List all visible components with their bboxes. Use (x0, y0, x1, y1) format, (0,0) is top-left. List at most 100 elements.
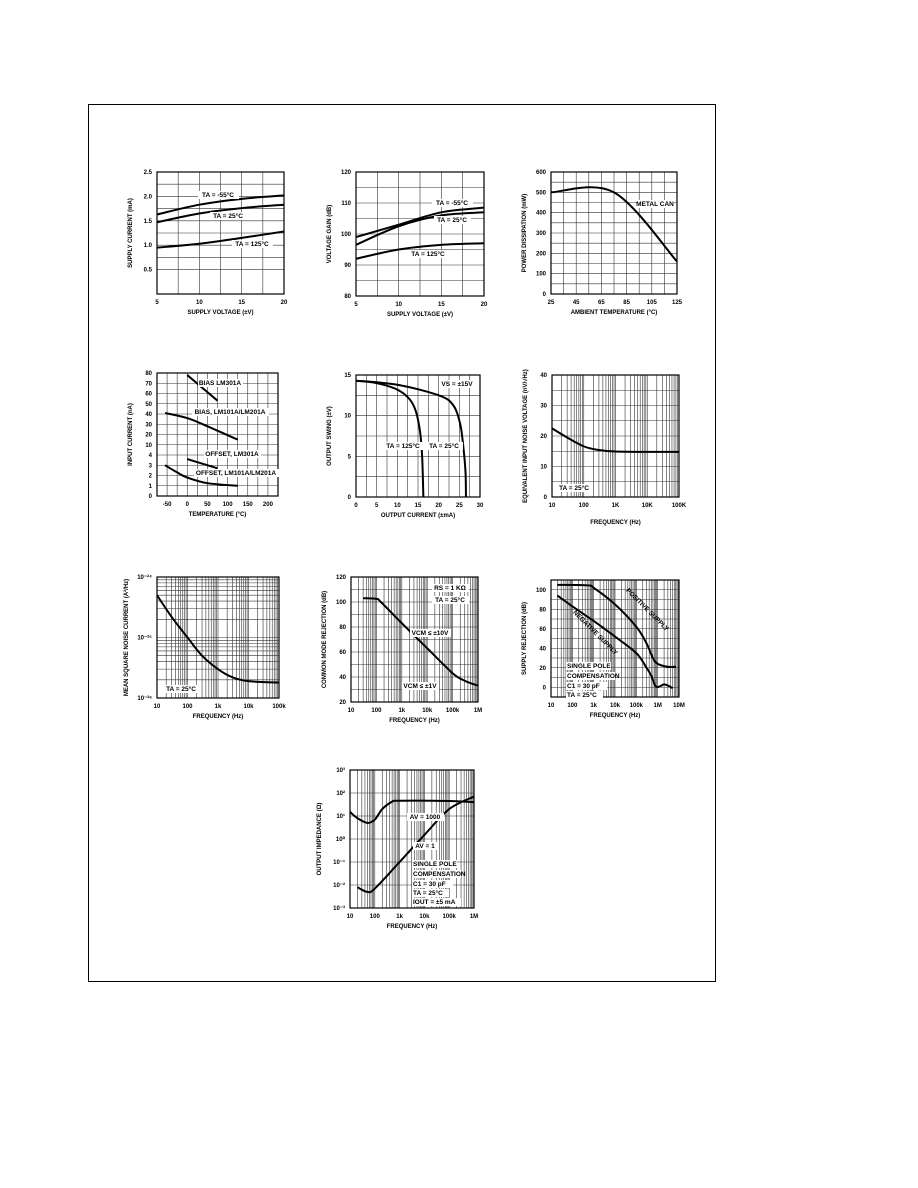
x-axis-label: FREQUENCY (Hz) (387, 924, 438, 930)
annotation-bg (210, 212, 247, 220)
annotation-label: RS = 1 KΩ (434, 585, 466, 592)
x-tick-label: 10 (395, 302, 402, 308)
y-tick-label: 40 (540, 373, 547, 379)
y-tick-label: 500 (536, 190, 547, 196)
y-tick-label: 600 (536, 170, 547, 176)
y-tick-label: 60 (145, 392, 152, 398)
y-tick-label: 0.5 (144, 268, 153, 274)
chart-4: -50 0 50 100 150 200 0 1 2 3 4 10 20 30 40 50 60 70 80 TEMP… (128, 371, 279, 518)
annotation-label: AV = 1000 (410, 814, 441, 821)
y-axis-label: OUTPUT SWING (±V) (327, 406, 333, 466)
y-tick-label: 10⁻²⁴ (137, 574, 152, 581)
annotation-label: TA = 125°C (411, 250, 445, 258)
y-tick-label: 10 (344, 414, 351, 420)
y-tick-label: 20 (145, 433, 152, 439)
y-tick-label: 40 (339, 675, 346, 681)
y-tick-label: 30 (540, 404, 547, 410)
annotation-bg (412, 880, 453, 888)
x-axis-label: SUPPLY VOLTAGE (±V) (387, 312, 453, 318)
series-line (551, 427, 680, 453)
y-tick-label: 10⁻¹ (333, 859, 345, 866)
y-tick-label: 1.5 (144, 219, 153, 225)
y-tick-label: 10² (336, 790, 345, 797)
x-tick-label: 45 (573, 300, 580, 306)
x-tick-label: 85 (623, 300, 630, 306)
x-tick-label: 10 (549, 503, 556, 509)
x-tick-label: 20 (481, 302, 488, 308)
x-tick-label: 5 (375, 503, 379, 509)
annotation-label: POSITIVE SUPPLY (624, 587, 670, 633)
x-tick-label: 65 (598, 300, 605, 306)
annotation-label: VCM ≤ ±1V (403, 683, 437, 690)
y-tick-label: 10 (145, 443, 152, 449)
annotation-bg (566, 672, 615, 680)
annotation-bg (402, 682, 439, 690)
y-tick-label: 40 (539, 646, 546, 652)
x-tick-label: 1M (474, 708, 482, 714)
y-tick-label: 2.5 (144, 170, 153, 176)
x-tick-label: 10 (154, 704, 161, 710)
plot-border (156, 576, 280, 699)
annotation-label: TA = 25°C (166, 685, 196, 693)
x-tick-label: 20 (435, 503, 442, 509)
chart-3: 25 45 65 85 105 125 0 100 200 300 400 500 600 AMBIENT… (522, 170, 683, 316)
x-tick-label: 10 (348, 708, 355, 714)
x-tick-label: 1k (215, 704, 222, 710)
y-tick-label: 80 (539, 607, 546, 613)
plot-border (349, 769, 475, 909)
x-tick-label: 10k (243, 704, 254, 710)
annotation-label: IOUT = ±5 mA (413, 899, 456, 906)
y-tick-label: 50 (145, 402, 152, 408)
y-tick-label: 100 (336, 600, 347, 606)
annotation-label: C1 = 30 pF (567, 683, 600, 690)
chart-5: 0 5 10 15 20 25 30 0 5 10 15 OUTPUT CURRENT (±mA) OU… (327, 373, 484, 519)
series-line (156, 230, 285, 249)
x-tick-label: 1k (396, 914, 403, 920)
y-tick-label: 110 (341, 201, 351, 207)
plot-border (550, 171, 678, 295)
annotation-bg (413, 842, 438, 850)
y-axis-label: EQUIVALENT INPUT NOISE VOLTAGE (nV/√Hz) (522, 369, 529, 503)
series-line (164, 464, 238, 487)
annotation-bg (408, 250, 449, 258)
x-axis-label: AMBIENT TEMPERATURE (°C) (571, 310, 658, 316)
annotation-bg (432, 199, 473, 207)
annotation-bg (566, 691, 603, 699)
plot-border (156, 171, 285, 295)
y-tick-label: 0 (149, 494, 153, 500)
y-tick-label: 1.0 (144, 243, 153, 249)
y-axis-label: MEAN SQUARE NOISE CURRENT (A²/Hz) (123, 579, 130, 696)
series-line (186, 374, 219, 402)
y-tick-label: 2 (149, 474, 153, 480)
y-tick-label: 20 (339, 700, 346, 706)
y-tick-label: 100 (536, 588, 547, 594)
y-tick-label: 0 (348, 495, 352, 501)
annotation-label: TA = 25°C (429, 442, 459, 450)
annotation-bg (637, 200, 674, 208)
x-axis-label: FREQUENCY (Hz) (193, 714, 244, 720)
annotation-label: METAL CAN (636, 201, 674, 208)
x-tick-label: 1k (590, 703, 597, 709)
x-axis-label: OUTPUT CURRENT (±mA) (381, 513, 455, 519)
annotation-bg (412, 860, 457, 868)
y-tick-label: 10 (540, 465, 547, 471)
x-tick-label: 100k (446, 708, 460, 714)
annotation-bg (432, 584, 469, 592)
annotation-bg (194, 469, 279, 477)
annotation-label: SINGLE POLE (567, 663, 611, 670)
y-tick-label: 10³ (336, 767, 345, 774)
x-axis-label: FREQUENCY (Hz) (590, 713, 641, 719)
y-axis-label: INPUT CURRENT (nA) (128, 403, 134, 466)
x-tick-label: 10M (673, 703, 685, 709)
y-axis-label: COMMON MODE REJECTION (dB) (322, 591, 328, 688)
y-tick-label: 400 (536, 211, 547, 217)
x-tick-label: 100 (182, 704, 193, 710)
annotation-bg (412, 870, 461, 878)
annotation-bg (432, 596, 469, 604)
annotation-label: TA = 125°C (235, 240, 269, 248)
series-line (557, 583, 676, 668)
annotation-label: OFFSET, LM301A (205, 451, 259, 458)
x-tick-label: 100k (272, 704, 286, 710)
